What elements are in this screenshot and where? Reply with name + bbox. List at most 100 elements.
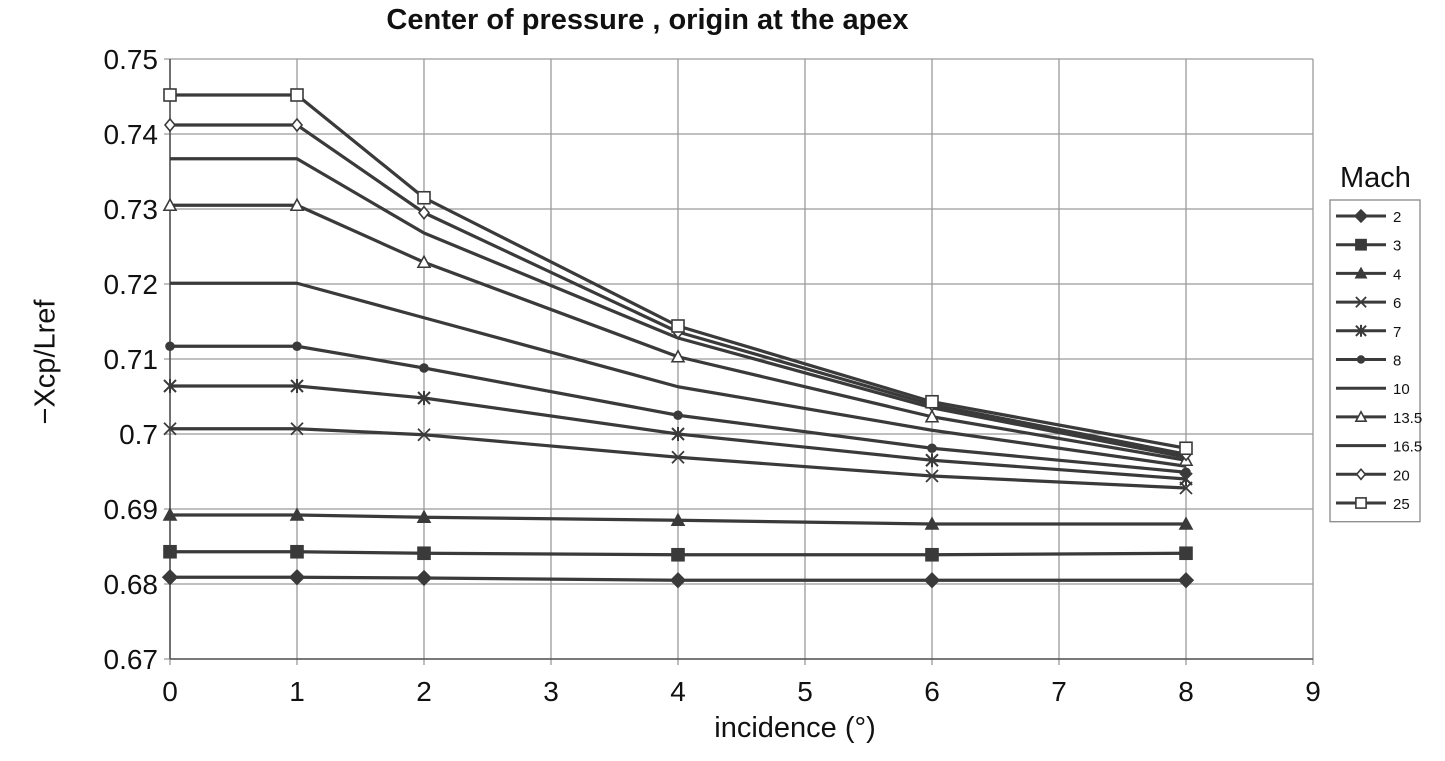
x-tick-label: 0 <box>162 676 178 707</box>
legend-item: 16.5 <box>1336 439 1422 456</box>
legend-item: 2 <box>1336 208 1401 226</box>
square-open-marker-icon <box>290 88 304 102</box>
x-marker-icon <box>163 422 177 436</box>
triangle-marker-icon <box>289 507 305 521</box>
triangle-marker-icon <box>1354 266 1368 279</box>
circle-marker-icon <box>292 341 302 352</box>
legend-item: 4 <box>1336 266 1401 283</box>
diamond-open-marker-icon <box>417 205 431 220</box>
legend-item: 13.5 <box>1336 410 1422 427</box>
legend: 2 3 4 6 7 8 10 13.5 16.5 20 25 <box>1329 199 1422 523</box>
x-axis-label: incidence (°) <box>714 712 876 744</box>
square-marker-icon <box>925 547 939 562</box>
legend-label: 6 <box>1393 295 1401 312</box>
y-tick-label: 0.71 <box>104 344 159 375</box>
diamond-open-marker-icon <box>290 117 304 133</box>
legend-label: 25 <box>1393 496 1410 513</box>
triangle-open-marker-icon <box>1354 410 1368 422</box>
legend-item: 25 <box>1336 496 1410 513</box>
x-tick-label: 4 <box>670 676 686 707</box>
circle-marker-icon <box>419 363 429 373</box>
circle-marker-icon <box>1181 467 1191 478</box>
x-marker-icon <box>290 422 304 436</box>
x-tick-label: 3 <box>543 676 559 707</box>
series-mach-2 <box>161 569 1195 589</box>
x-marker-icon <box>417 428 431 442</box>
x-tick-label: 8 <box>1178 676 1194 707</box>
star-marker-icon <box>163 379 177 393</box>
triangle-marker-icon <box>162 507 178 521</box>
y-tick-label: 0.67 <box>104 644 159 675</box>
triangle-open-marker-icon <box>416 254 432 269</box>
triangle-marker-icon <box>924 516 940 530</box>
star-marker-icon <box>417 391 431 405</box>
x-tick-label: 9 <box>1305 676 1321 707</box>
legend-title: Mach <box>1340 162 1411 194</box>
diamond-marker-icon <box>415 569 433 587</box>
grid-lines <box>164 58 1314 665</box>
legend-label: 2 <box>1393 209 1401 226</box>
square-marker-icon <box>1179 546 1193 561</box>
y-tick-label: 0.68 <box>104 569 159 600</box>
diamond-marker-icon <box>288 569 306 586</box>
triangle-marker-icon <box>1178 516 1194 530</box>
series-line <box>170 93 1187 450</box>
series-mach-16-5 <box>170 157 1187 459</box>
diamond-marker-icon <box>1177 572 1195 589</box>
x-tick-label: 1 <box>289 676 305 707</box>
y-tick-label: 0.75 <box>104 44 159 75</box>
series-mach-25 <box>163 88 1193 456</box>
legend-label: 7 <box>1393 324 1401 341</box>
series-line <box>170 157 1187 459</box>
circle-marker-icon <box>927 443 937 454</box>
triangle-marker-icon <box>670 512 686 527</box>
axis-tick-labels: 0 1 2 3 4 5 6 7 8 9 0.67 0.68 0.69 0.7 0.71 0.72 0.73 0.7… <box>104 44 1321 707</box>
star-marker-icon <box>671 427 685 441</box>
square-marker-icon <box>290 544 304 559</box>
series-line <box>170 281 1187 468</box>
triangle-open-marker-icon <box>670 349 686 363</box>
x-marker-icon <box>671 450 685 464</box>
square-marker-icon <box>163 544 177 559</box>
series-line <box>170 550 1187 557</box>
square-open-marker-icon <box>417 190 431 205</box>
square-open-marker-icon <box>1355 497 1367 509</box>
series-line <box>170 513 1186 526</box>
triangle-open-marker-icon <box>924 409 940 423</box>
legend-label: 20 <box>1393 467 1410 484</box>
legend-label: 16.5 <box>1393 439 1422 456</box>
diamond-marker-icon <box>923 572 941 589</box>
x-tick-label: 7 <box>1051 676 1067 707</box>
x-tick-label: 6 <box>924 676 940 707</box>
square-open-marker-icon <box>163 88 177 102</box>
series-mach-10 <box>170 281 1187 468</box>
legend-label: 3 <box>1393 238 1401 255</box>
legend-item: 6 <box>1336 295 1401 312</box>
series-mach-4 <box>162 507 1194 530</box>
diamond-open-marker-icon <box>163 117 177 133</box>
star-marker-icon <box>1355 324 1367 337</box>
legend-item: 7 <box>1336 324 1401 341</box>
square-open-marker-icon <box>671 319 685 333</box>
series-line <box>170 575 1186 582</box>
circle-marker-icon <box>1356 355 1366 364</box>
x-marker-icon <box>1355 296 1367 308</box>
y-tick-label: 0.74 <box>104 119 159 150</box>
triangle-open-marker-icon <box>289 197 305 212</box>
series-line <box>170 384 1187 481</box>
square-marker-icon <box>671 547 685 562</box>
y-tick-label: 0.7 <box>119 419 158 450</box>
chart-title: Center of pressure , origin at the apex <box>386 4 909 36</box>
series-mach-3 <box>163 544 1193 562</box>
legend-item: 3 <box>1336 238 1401 255</box>
square-marker-icon <box>417 546 431 561</box>
legend-label: 4 <box>1393 266 1401 283</box>
legend-label: 8 <box>1393 353 1401 370</box>
series-mach-7 <box>163 379 1193 486</box>
x-tick-label: 2 <box>416 676 432 707</box>
circle-marker-icon <box>165 341 175 352</box>
diamond-marker-icon <box>669 572 687 589</box>
square-marker-icon <box>1355 238 1367 251</box>
legend-item: 10 <box>1336 381 1410 398</box>
